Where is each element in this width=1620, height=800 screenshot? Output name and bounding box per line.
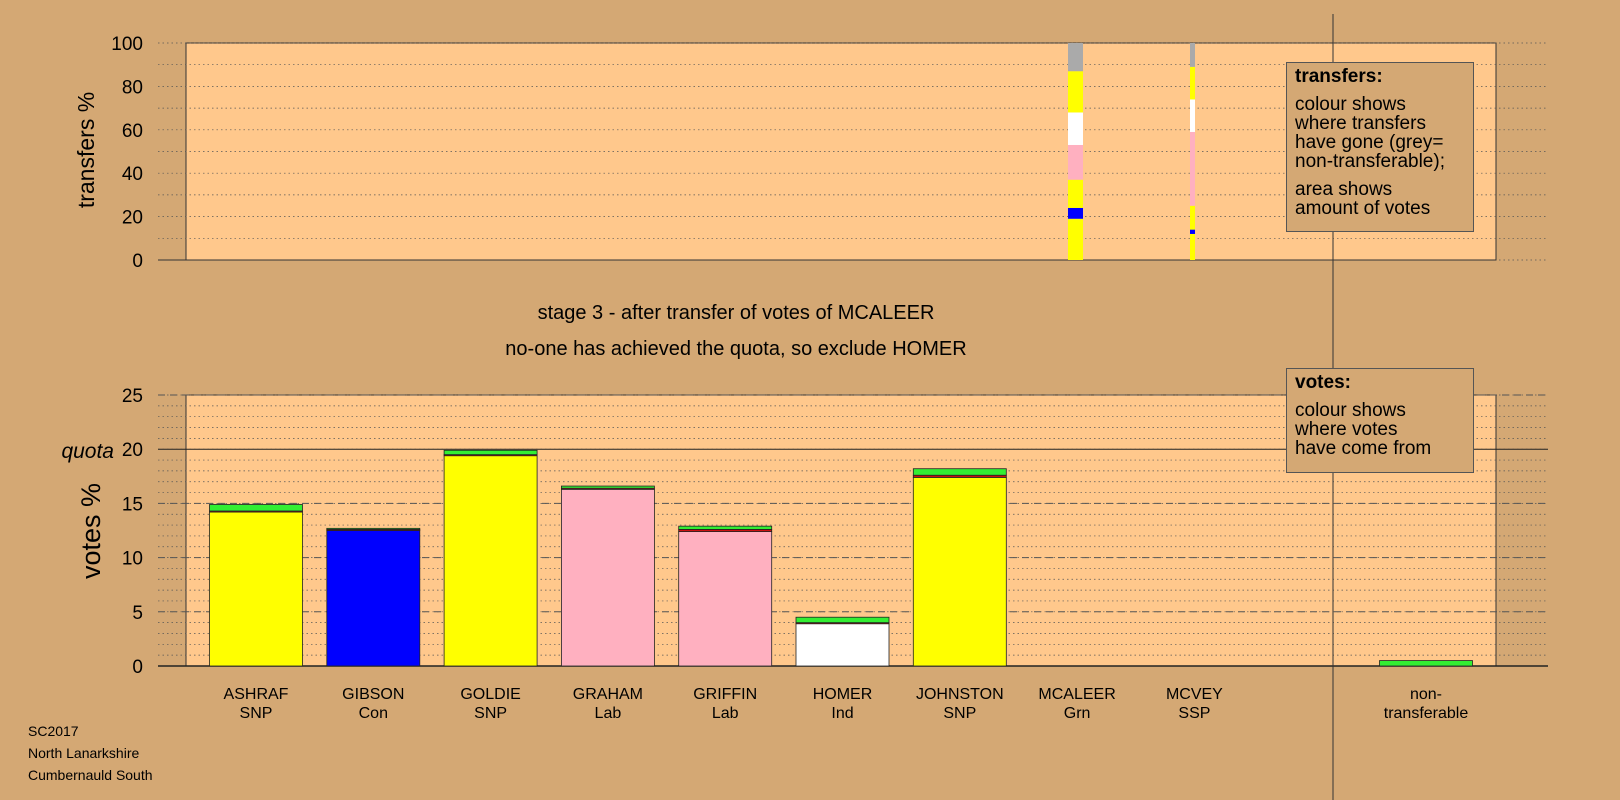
y-tick-label: 0 — [132, 251, 143, 272]
vote-segment — [912, 476, 1007, 667]
votes-bars — [209, 449, 1473, 667]
votes-panel: 0 5 10 15 20 25 ASHRAF SNP GIBSON Con GOLDIE SNP GR… — [61, 386, 1548, 722]
transfer-segment — [1068, 43, 1083, 72]
vote-segment — [326, 527, 421, 530]
party-label: SNP — [943, 705, 976, 722]
votes-legend-title: votes: — [1295, 372, 1351, 393]
candidate-label: MCALEER — [1038, 686, 1115, 703]
vote-segment — [209, 511, 303, 667]
vote-segment — [795, 623, 890, 667]
party-label: Grn — [1064, 705, 1091, 722]
votes-legend-text: colour shows where votes have come from — [1295, 401, 1465, 458]
transfers-legend-line: amount of votes — [1295, 198, 1431, 219]
candidate-label: ASHRAF — [224, 686, 289, 703]
footer-council: North Lanarkshire — [28, 745, 140, 761]
party-label: SNP — [240, 705, 273, 722]
transfer-segment — [1068, 207, 1083, 219]
votes-y-axis-label: votes % — [76, 483, 106, 579]
party-label: transferable — [1384, 705, 1469, 722]
stage-subtitle: no-one has achieved the quota, so exclud… — [505, 338, 966, 360]
votes-legend-line: colour shows — [1295, 400, 1406, 421]
candidate-label: HOMER — [813, 686, 873, 703]
party-label: SSP — [1178, 705, 1210, 722]
party-label: Lab — [595, 705, 622, 722]
candidate-label: JOHNSTON — [916, 686, 1004, 703]
candidate-label: GOLDIE — [460, 686, 520, 703]
y-tick-label: 0 — [132, 657, 143, 678]
transfer-segment — [1190, 233, 1195, 260]
transfers-legend: transfers: colour shows where transfers … — [1286, 62, 1474, 232]
vote-segment — [912, 468, 1007, 476]
transfers-legend-line: colour shows — [1295, 94, 1406, 115]
y-tick-label: 20 — [122, 440, 143, 461]
votes-legend-line: have come from — [1295, 438, 1432, 459]
transfer-segment — [1190, 99, 1195, 132]
footer-ward: Cumbernauld South — [28, 767, 153, 783]
transfers-legend-line: area shows — [1295, 179, 1393, 200]
transfer-segment — [1068, 179, 1083, 208]
transfers-legend-line: where transfers — [1295, 113, 1426, 134]
votes-y-ticks: 0 5 10 15 20 25 — [122, 386, 143, 678]
vote-segment — [443, 455, 538, 667]
transfers-grid — [158, 42, 1548, 261]
party-label: SNP — [474, 705, 507, 722]
party-label: Ind — [831, 705, 853, 722]
transfers-y-axis-label: transfers % — [73, 92, 99, 208]
transfer-segment — [1190, 66, 1195, 100]
vote-segment — [795, 616, 890, 624]
votes-legend-line: where votes — [1295, 419, 1398, 440]
vote-segment — [326, 530, 421, 667]
transfer-segment — [1190, 43, 1195, 67]
transfer-segment — [1068, 218, 1083, 260]
candidate-label: non- — [1410, 686, 1442, 703]
y-tick-label: 20 — [122, 208, 143, 229]
y-tick-label: 15 — [122, 494, 143, 515]
quota-label: quota — [61, 440, 114, 463]
transfers-legend-line: non-transferable); — [1295, 151, 1445, 172]
vote-segment — [209, 504, 303, 512]
footer-election: SC2017 — [28, 723, 79, 739]
vote-segment — [561, 485, 655, 489]
candidate-label: GIBSON — [342, 686, 404, 703]
transfer-segment — [1068, 144, 1083, 180]
transfer-segment — [1190, 229, 1195, 234]
candidate-label: MCVEY — [1166, 686, 1223, 703]
stage-title: stage 3 - after transfer of votes of MCA… — [538, 302, 935, 324]
party-label: Con — [359, 705, 388, 722]
votes-x-labels: ASHRAF SNP GIBSON Con GOLDIE SNP GRAHAM Lab GRIF… — [224, 686, 1469, 722]
transfers-y-ticks: 0 20 40 60 80 100 — [111, 34, 143, 272]
transfer-segment — [1068, 112, 1083, 145]
transfers-legend-title: transfers: — [1295, 66, 1383, 87]
vote-segment — [678, 525, 773, 530]
election-footer: SC2017 North Lanarkshire Cumbernauld Sou… — [28, 720, 153, 786]
vote-segment — [443, 449, 538, 456]
vote-segment — [678, 531, 773, 667]
candidate-label: GRIFFIN — [693, 686, 757, 703]
transfer-segment — [1068, 71, 1083, 113]
transfers-legend-line: have gone (grey= — [1295, 132, 1444, 153]
vote-segment — [1379, 660, 1473, 667]
votes-legend: votes: colour shows where votes have com… — [1286, 368, 1474, 473]
y-tick-label: 60 — [122, 121, 143, 142]
transfers-legend-text: colour shows where transfers have gone (… — [1295, 95, 1465, 171]
y-tick-label: 80 — [122, 77, 143, 98]
vote-segment — [561, 488, 655, 667]
y-tick-label: 5 — [132, 603, 143, 624]
transfers-plot-area — [185, 42, 1497, 261]
candidate-label: GRAHAM — [573, 686, 643, 703]
party-label: Lab — [712, 705, 739, 722]
transfers-panel: 0 20 40 60 80 100 transfers % — [73, 34, 1548, 272]
transfers-bars — [1068, 43, 1195, 260]
transfer-segment — [1190, 131, 1195, 206]
y-tick-label: 100 — [111, 34, 143, 55]
y-tick-label: 10 — [122, 549, 143, 570]
y-tick-label: 40 — [122, 164, 143, 185]
transfer-segment — [1190, 205, 1195, 230]
transfers-legend-text-2: area shows amount of votes — [1295, 180, 1465, 218]
y-tick-label: 25 — [122, 386, 143, 407]
